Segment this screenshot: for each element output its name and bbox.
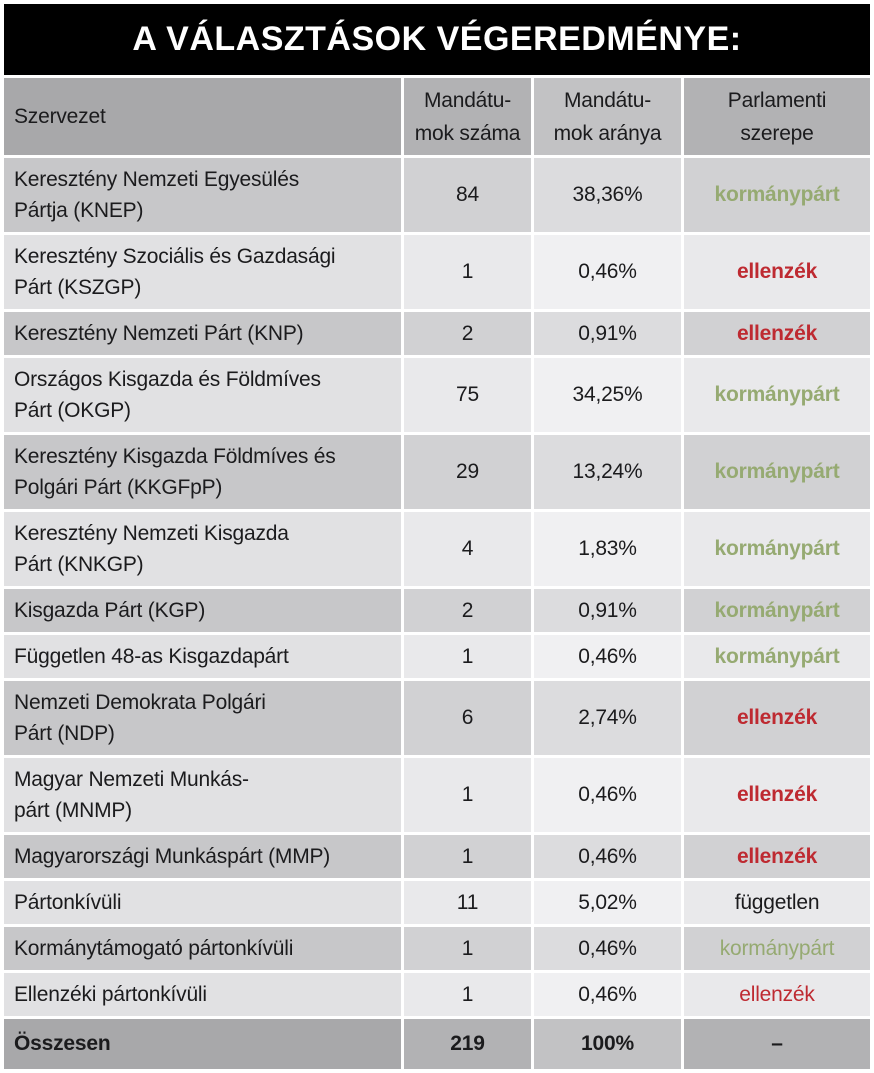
share-cell: 0,46% bbox=[534, 835, 681, 878]
share-cell: 0,46% bbox=[534, 973, 681, 1016]
seats-cell: 84 bbox=[404, 158, 531, 232]
total-label-cell: Összesen bbox=[4, 1019, 401, 1069]
seats-cell: 6 bbox=[404, 681, 531, 755]
share-cell: 13,24% bbox=[534, 435, 681, 509]
seats-cell: 1 bbox=[404, 927, 531, 970]
party-name-cell: Kormánytámogató pártonkívüli bbox=[4, 927, 401, 970]
role-cell: kormánypárt bbox=[684, 512, 870, 586]
party-name-cell: Keresztény Nemzeti Párt (KNP) bbox=[4, 312, 401, 355]
seats-cell: 2 bbox=[404, 589, 531, 632]
party-name-cell: Magyarországi Munkáspárt (MMP) bbox=[4, 835, 401, 878]
share-cell: 0,46% bbox=[534, 927, 681, 970]
seats-cell: 75 bbox=[404, 358, 531, 432]
seats-cell: 11 bbox=[404, 881, 531, 924]
share-cell: 0,91% bbox=[534, 312, 681, 355]
share-cell: 0,46% bbox=[534, 635, 681, 678]
seats-cell: 29 bbox=[404, 435, 531, 509]
party-name-cell: Független 48-as Kisgazdapárt bbox=[4, 635, 401, 678]
role-cell: kormánypárt bbox=[684, 358, 870, 432]
seats-cell: 1 bbox=[404, 758, 531, 832]
role-cell: ellenzék bbox=[684, 973, 870, 1016]
party-name-cell: Keresztény Szociális és Gazdasági Párt (… bbox=[4, 235, 401, 309]
share-cell: 0,91% bbox=[534, 589, 681, 632]
share-cell: 2,74% bbox=[534, 681, 681, 755]
seats-cell: 1 bbox=[404, 973, 531, 1016]
total-seats-cell: 219 bbox=[404, 1019, 531, 1069]
share-column-header: Mandátu- mok aránya bbox=[534, 78, 681, 155]
share-cell: 0,46% bbox=[534, 758, 681, 832]
title-bar: A VÁLASZTÁSOK VÉGEREDMÉNYE: bbox=[4, 4, 870, 75]
share-cell: 1,83% bbox=[534, 512, 681, 586]
seats-cell: 1 bbox=[404, 235, 531, 309]
role-column-header: Parlamenti szerepe bbox=[684, 78, 870, 155]
party-name-cell: Ellenzéki pártonkívüli bbox=[4, 973, 401, 1016]
role-cell: ellenzék bbox=[684, 681, 870, 755]
party-name-cell: Pártonkívüli bbox=[4, 881, 401, 924]
role-cell: kormánypárt bbox=[684, 158, 870, 232]
role-cell: független bbox=[684, 881, 870, 924]
role-cell: ellenzék bbox=[684, 835, 870, 878]
share-cell: 38,36% bbox=[534, 158, 681, 232]
party-name-cell: Nemzeti Demokrata Polgári Párt (NDP) bbox=[4, 681, 401, 755]
org-column-header: Szervezet bbox=[4, 78, 401, 155]
role-cell: ellenzék bbox=[684, 758, 870, 832]
role-cell: kormánypárt bbox=[684, 635, 870, 678]
role-cell: ellenzék bbox=[684, 235, 870, 309]
party-name-cell: Keresztény Nemzeti Kisgazda Párt (KNKGP) bbox=[4, 512, 401, 586]
share-cell: 5,02% bbox=[534, 881, 681, 924]
seats-cell: 1 bbox=[404, 635, 531, 678]
seats-column-header: Mandátu- mok száma bbox=[404, 78, 531, 155]
share-cell: 34,25% bbox=[534, 358, 681, 432]
role-cell: kormánypárt bbox=[684, 435, 870, 509]
role-cell: kormánypárt bbox=[684, 927, 870, 970]
results-table: Szervezet Mandátu- mok száma Mandátu- mo… bbox=[4, 78, 870, 1069]
share-cell: 0,46% bbox=[534, 235, 681, 309]
role-cell: ellenzék bbox=[684, 312, 870, 355]
party-name-cell: Keresztény Nemzeti Egyesülés Pártja (KNE… bbox=[4, 158, 401, 232]
party-name-cell: Magyar Nemzeti Munkás- párt (MNMP) bbox=[4, 758, 401, 832]
total-role-cell: – bbox=[684, 1019, 870, 1069]
seats-cell: 4 bbox=[404, 512, 531, 586]
total-share-cell: 100% bbox=[534, 1019, 681, 1069]
party-name-cell: Keresztény Kisgazda Földmíves és Polgári… bbox=[4, 435, 401, 509]
role-cell: kormánypárt bbox=[684, 589, 870, 632]
party-name-cell: Országos Kisgazda és Földmíves Párt (OKG… bbox=[4, 358, 401, 432]
party-name-cell: Kisgazda Párt (KGP) bbox=[4, 589, 401, 632]
seats-cell: 2 bbox=[404, 312, 531, 355]
seats-cell: 1 bbox=[404, 835, 531, 878]
page-title: A VÁLASZTÁSOK VÉGEREDMÉNYE: bbox=[132, 20, 742, 58]
